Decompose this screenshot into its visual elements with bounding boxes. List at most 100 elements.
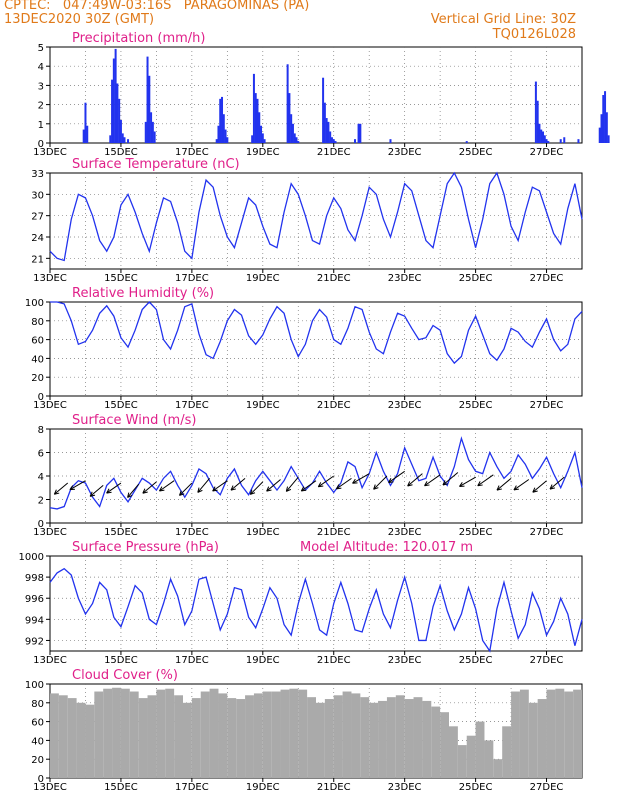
precip-bar xyxy=(538,123,541,143)
x-tick-label: 23DEC xyxy=(388,655,422,666)
x-tick-label: 27DEC xyxy=(530,655,564,666)
wind-arrow xyxy=(477,474,494,487)
wind-arrow xyxy=(407,473,423,487)
y-tick-label: 994 xyxy=(25,615,44,626)
wind-arrow xyxy=(336,477,352,490)
wind-arrow-head xyxy=(424,481,428,486)
wind-arrow-head xyxy=(212,489,218,492)
y-tick-label: 3 xyxy=(38,81,44,92)
wind-arrow xyxy=(249,481,264,495)
wind-arrow-head xyxy=(179,493,185,496)
x-tick-label: 15DEC xyxy=(104,527,138,538)
wind-arrow xyxy=(106,482,122,494)
precip-bar xyxy=(84,102,87,143)
precip-bar xyxy=(545,139,548,143)
model-altitude-label: Model Altitude: 120.017 m xyxy=(300,540,473,555)
x-tick-label: 13DEC xyxy=(33,400,67,411)
precip-bar xyxy=(151,121,154,143)
wind-arrow-head xyxy=(424,484,430,487)
cloud-bar xyxy=(85,704,95,778)
precip-bar xyxy=(261,133,264,143)
precip-bar xyxy=(334,141,337,143)
y-tick-label: 0 xyxy=(38,139,44,150)
wind-arrow-head xyxy=(266,489,272,492)
cloud-bar xyxy=(112,687,121,778)
wind-arrow-head xyxy=(250,492,256,495)
precip-bar xyxy=(297,141,300,143)
wind-arrow-head xyxy=(477,481,481,486)
precip-bar xyxy=(263,139,266,143)
humidity-series-line xyxy=(50,301,583,365)
temperature-title: Surface Temperature (nC) xyxy=(72,157,240,172)
precip-bar xyxy=(354,139,357,143)
precip-bar xyxy=(121,133,124,143)
cloud-bar xyxy=(449,726,458,778)
wind-arrow-head xyxy=(53,489,57,495)
wind-arrow xyxy=(352,473,370,484)
x-tick-label: 15DEC xyxy=(104,147,138,158)
cloud-bar xyxy=(378,700,387,778)
wind-panel: 0 2 4 6 8 13DEC 15DEC 17DEC 19DEC 21DEC 23DEC 25DEC… xyxy=(33,413,583,538)
y-tick-label: 6 xyxy=(38,449,44,460)
precip-bar xyxy=(332,139,335,143)
wind-arrow-head xyxy=(230,488,236,491)
y-tick-label: 33 xyxy=(31,169,44,180)
y-tick-label: 0 xyxy=(38,774,44,785)
wind-arrow-head xyxy=(159,489,165,492)
precip-bar xyxy=(559,139,562,143)
cloud-bar xyxy=(262,691,272,778)
wind-arrow-head xyxy=(69,485,74,490)
wind-arrow xyxy=(318,475,335,488)
precip-bar xyxy=(82,129,85,143)
x-tick-label: 13DEC xyxy=(33,655,67,666)
x-tick-label: 23DEC xyxy=(388,273,422,284)
y-tick-label: 1000 xyxy=(19,552,44,563)
cloud-bar xyxy=(58,695,68,778)
x-tick-label: 27DEC xyxy=(530,400,564,411)
cloud-bar xyxy=(395,695,405,778)
cloud-bar xyxy=(76,702,86,778)
y-tick-label: 0 xyxy=(38,392,44,403)
precip-bar xyxy=(221,96,224,143)
wind-arrow-head xyxy=(549,487,556,490)
wind-arrow-head xyxy=(249,489,253,495)
x-tick-label: 17DEC xyxy=(175,273,209,284)
precip-bar xyxy=(295,137,298,143)
precip-bar xyxy=(109,135,112,143)
wind-arrow xyxy=(532,480,547,493)
x-tick-label: 21DEC xyxy=(317,655,351,666)
wind-arrow xyxy=(549,476,565,490)
x-tick-label: 21DEC xyxy=(317,273,351,284)
precip-bar xyxy=(323,102,326,143)
y-tick-label: 60 xyxy=(31,336,44,347)
wind-arrow-head xyxy=(336,487,342,490)
precip-bar xyxy=(153,131,156,143)
precip-bar xyxy=(329,131,332,143)
pressure-panel: 992 994 996 998 1000 13DEC 15DEC 17DEC 19DEC 21DE… xyxy=(19,540,583,666)
wind-arrow-head xyxy=(477,484,483,487)
x-tick-label: 25DEC xyxy=(459,273,493,284)
wind-arrow-head xyxy=(532,487,536,493)
cloud-bar xyxy=(342,691,352,778)
y-tick-label: 100 xyxy=(25,298,44,309)
y-tick-label: 0 xyxy=(38,519,44,530)
cloud-bar xyxy=(103,688,113,778)
wind-arrow-head xyxy=(496,485,500,491)
y-tick-label: 30 xyxy=(31,190,44,201)
wind-arrow-head xyxy=(127,492,130,498)
x-tick-label: 13DEC xyxy=(33,147,67,158)
x-tick-label: 25DEC xyxy=(459,527,493,538)
wind-arrow-head xyxy=(388,481,394,484)
wind-arrow-head xyxy=(407,481,411,487)
wind-arrow xyxy=(424,474,441,487)
precip-bar xyxy=(286,64,289,143)
wind-arrow xyxy=(142,481,157,494)
wind-arrow xyxy=(285,476,299,492)
x-tick-label: 25DEC xyxy=(459,655,493,666)
precip-bar xyxy=(291,123,294,143)
y-tick-label: 2 xyxy=(38,101,44,112)
wind-arrow-head xyxy=(142,491,148,494)
cloud-bar xyxy=(183,702,192,778)
precip-bar xyxy=(536,100,539,143)
